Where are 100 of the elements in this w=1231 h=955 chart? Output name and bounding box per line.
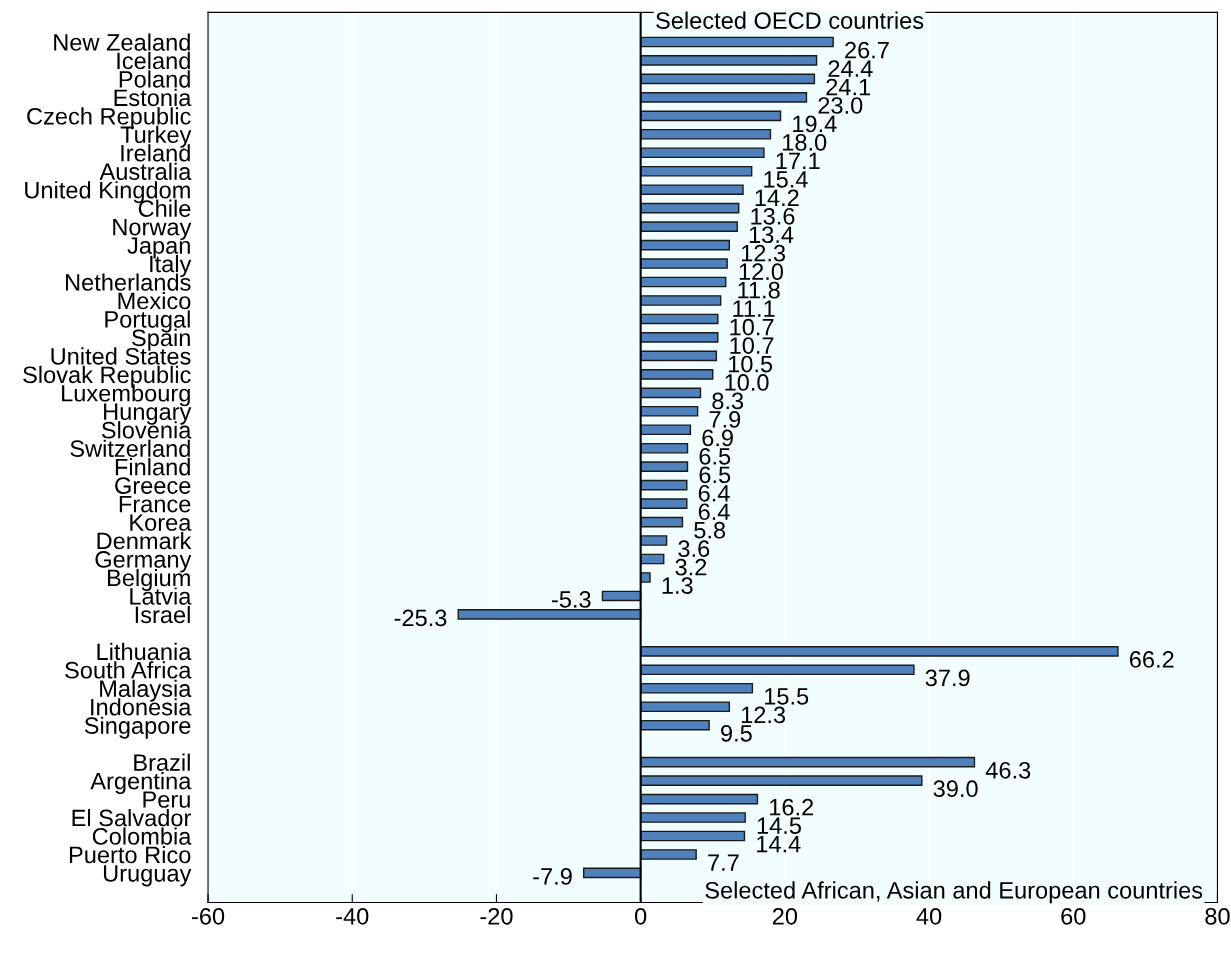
- y-tick-label: Puerto Rico: [69, 845, 191, 864]
- bar: [639, 756, 976, 768]
- annotation: Selected African, Asian and European countries: [705, 881, 1203, 904]
- data-label: -25.3: [394, 609, 447, 627]
- data-label: 12.3: [741, 244, 786, 262]
- data-label: 46.3: [985, 761, 1031, 779]
- y-tick-label: South Africa: [65, 661, 192, 679]
- bar: [582, 867, 642, 879]
- data-label: 9.5: [721, 724, 752, 742]
- bar: [639, 405, 699, 417]
- data-label: 17.1: [776, 152, 820, 170]
- x-tick-label: 40: [916, 907, 942, 925]
- data-label: 8.3: [712, 392, 744, 410]
- bar: [457, 609, 642, 620]
- data-label: 3.6: [678, 540, 710, 558]
- y-tick-label: Greece: [115, 477, 191, 494]
- data-label: 10.7: [730, 337, 774, 354]
- data-label: 10.7: [730, 318, 774, 336]
- y-tick-label: Denmark: [97, 531, 192, 550]
- data-label: 12.0: [739, 263, 784, 281]
- bar: [639, 313, 719, 325]
- y-tick-label: Poland: [119, 70, 190, 88]
- data-label: 39.0: [933, 780, 978, 798]
- data-label: 26.7: [845, 41, 889, 59]
- data-label: 1.3: [662, 577, 693, 594]
- y-tick-label: Australia: [99, 162, 192, 181]
- bar: [639, 535, 668, 546]
- data-label: 19.4: [793, 115, 837, 133]
- y-tick-label: France: [119, 495, 191, 513]
- data-label: 15.5: [765, 688, 809, 705]
- data-label: 14.5: [757, 817, 801, 835]
- x-tick-label: -20: [480, 907, 513, 925]
- data-label: 13.6: [751, 207, 795, 225]
- data-label: -7.9: [533, 868, 572, 885]
- bar: [639, 646, 1119, 657]
- data-label: 10.0: [725, 374, 769, 391]
- data-label: 6.5: [699, 466, 731, 484]
- bar: [639, 221, 738, 232]
- x-tick-label: -40: [336, 907, 369, 925]
- y-tick-label: Korea: [130, 514, 192, 531]
- bar: [639, 516, 684, 528]
- bar: [639, 830, 746, 842]
- data-label: 13.4: [749, 226, 794, 244]
- data-label: 23.0: [818, 97, 863, 114]
- x-tick-label: -60: [192, 907, 225, 925]
- y-tick-label: Colombia: [92, 827, 192, 845]
- bar: [639, 424, 692, 436]
- data-label: 7.9: [709, 411, 741, 428]
- bar: [639, 258, 728, 269]
- data-label: 24.4: [828, 60, 873, 77]
- y-tick-label: Switzerland: [70, 439, 190, 457]
- data-label: 6.5: [699, 447, 731, 465]
- data-label: 11.1: [733, 300, 775, 317]
- bar: [639, 664, 915, 676]
- data-label: 16.2: [770, 798, 814, 816]
- bar: [639, 128, 772, 140]
- bar: [639, 239, 731, 251]
- data-label: 66.2: [1129, 651, 1174, 668]
- bar: [639, 793, 759, 805]
- bar: [639, 202, 740, 214]
- data-label: 6.4: [698, 484, 730, 502]
- data-label: 18.0: [783, 134, 827, 151]
- y-tick-label: New Zealand: [54, 33, 190, 51]
- bar: [639, 701, 731, 713]
- bar: [639, 498, 688, 509]
- data-label: 10.5: [728, 355, 773, 373]
- data-label: 14.2: [755, 189, 799, 206]
- bar: [639, 184, 744, 195]
- bar: [639, 73, 816, 85]
- data-label: 6.4: [698, 503, 730, 521]
- bar: [639, 55, 818, 66]
- bar: [639, 147, 765, 159]
- data-label: 14.4: [757, 836, 801, 853]
- data-label: 6.9: [702, 429, 733, 447]
- bar: [639, 461, 689, 472]
- data-label: 3.2: [675, 558, 707, 576]
- bar: [639, 719, 710, 731]
- bar: [639, 775, 923, 786]
- data-label: -5.3: [551, 591, 591, 608]
- data-label: 24.1: [826, 78, 871, 96]
- bar: [639, 369, 714, 380]
- bar: [639, 276, 727, 288]
- y-tick-label: Iceland: [117, 51, 190, 70]
- y-tick-label: Lithuania: [97, 642, 192, 661]
- annotation: Selected OECD countries: [656, 11, 924, 29]
- x-tick-label: 80: [1205, 907, 1230, 925]
- bar: [639, 442, 689, 454]
- y-tick-label: Singapore: [84, 716, 191, 739]
- y-tick-label: Israel: [135, 605, 190, 624]
- data-label: 5.8: [694, 521, 726, 539]
- bar: [639, 165, 753, 177]
- y-tick-label: Estonia: [114, 88, 192, 107]
- data-label: 37.9: [925, 669, 970, 687]
- data-label: 15.4: [764, 171, 808, 188]
- y-tick-label: El Salvador: [72, 808, 191, 827]
- data-label: 7.7: [708, 854, 739, 871]
- y-tick-label: Finland: [115, 458, 190, 476]
- y-tick-label: Uruguay: [103, 865, 192, 887]
- bar: [639, 682, 754, 694]
- x-tick-label: 20: [772, 907, 798, 925]
